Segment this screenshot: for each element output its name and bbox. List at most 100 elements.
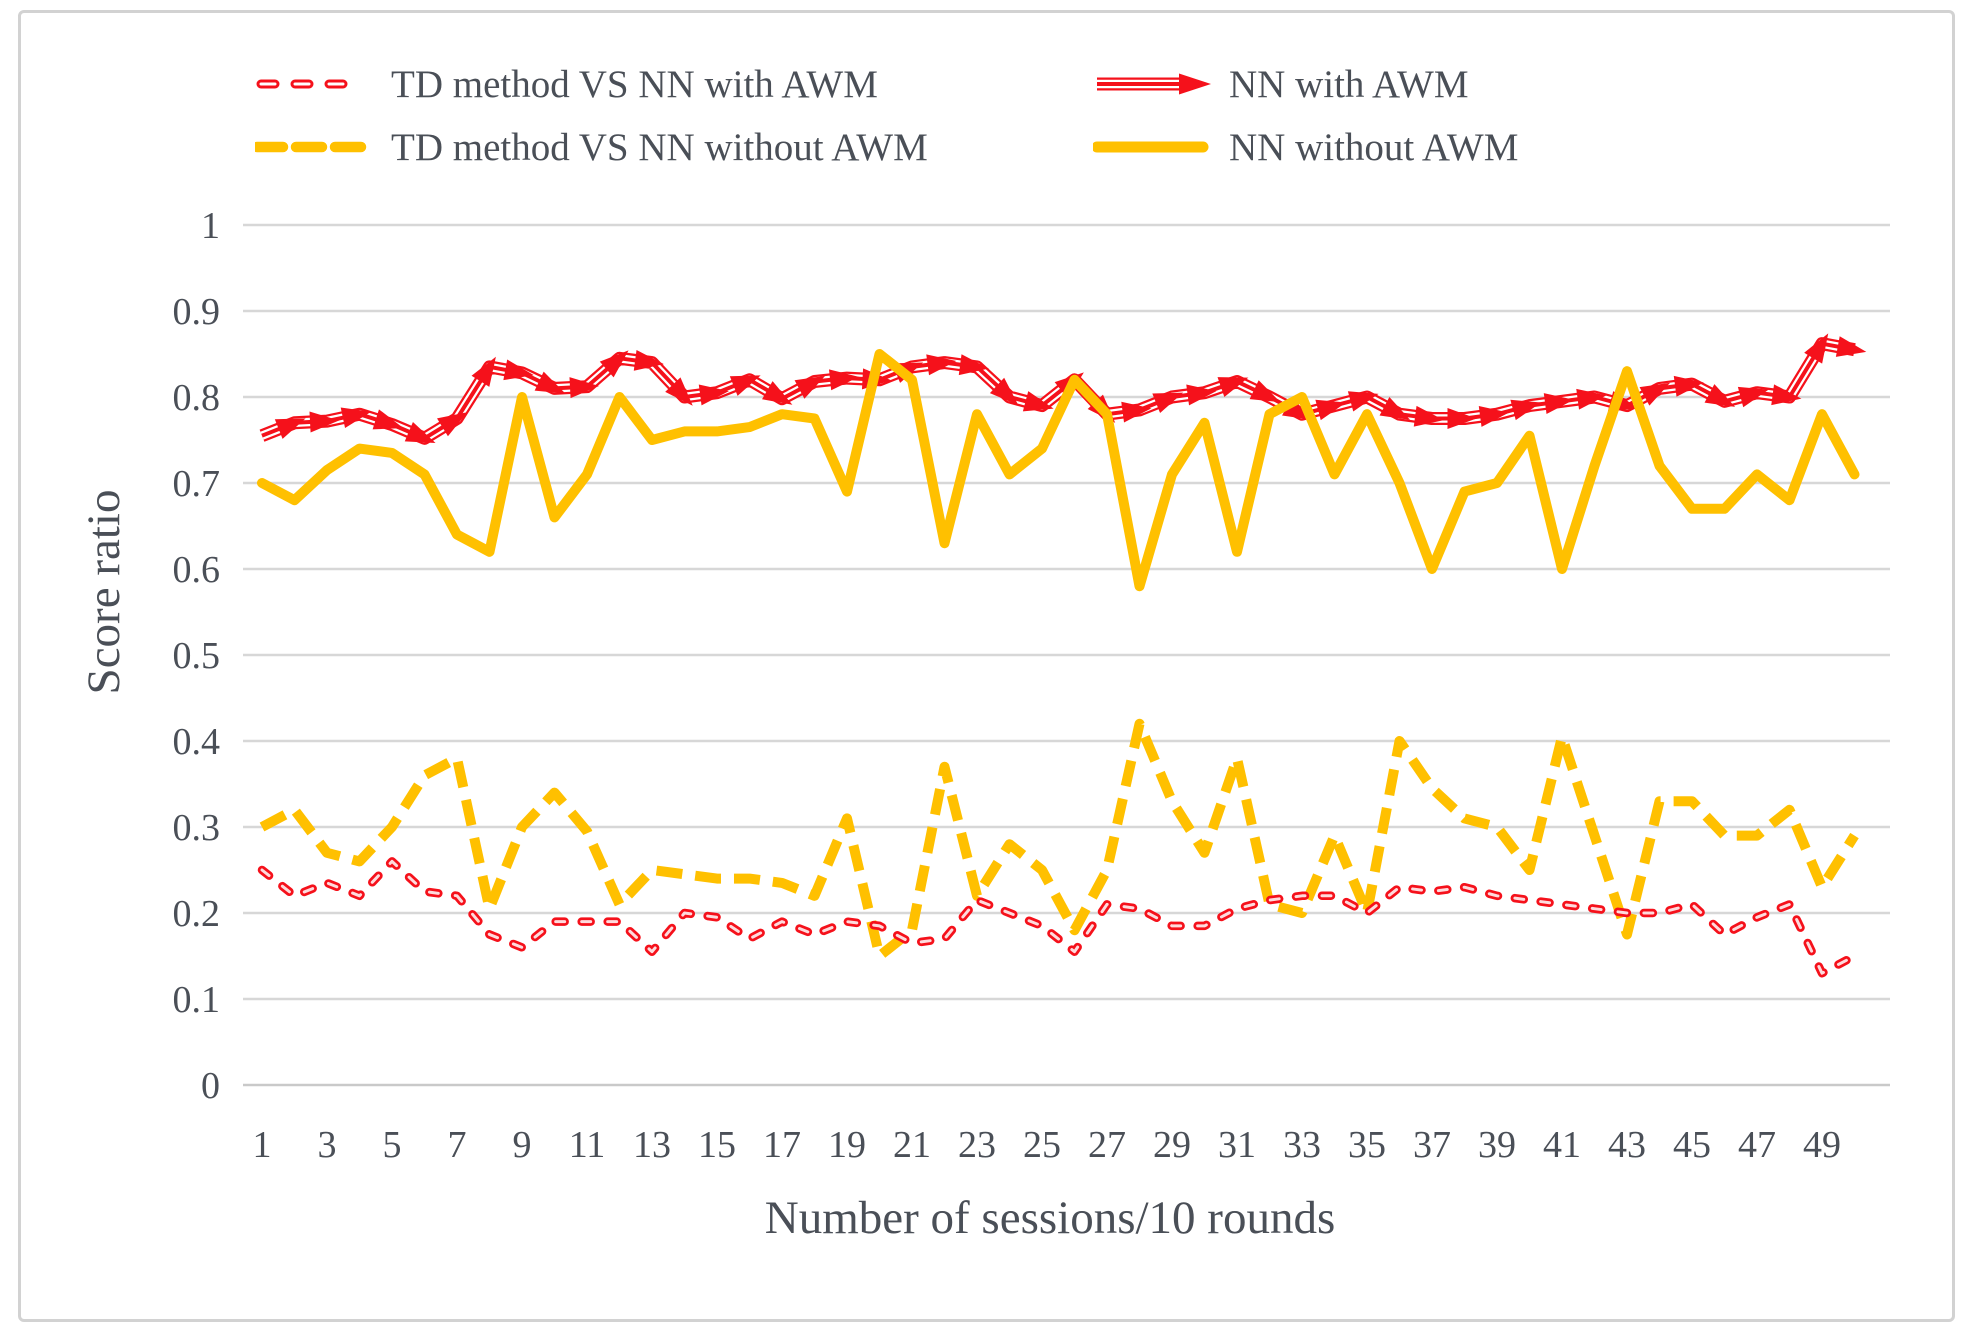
arrow-marker xyxy=(958,354,989,376)
x-tick-label: 29 xyxy=(1153,1124,1191,1166)
arrow-marker xyxy=(309,411,339,433)
legend-swatch-dashed-long xyxy=(255,141,367,153)
x-tick-label: 25 xyxy=(1023,1124,1061,1166)
arrow-marker xyxy=(1121,401,1152,423)
x-tick-label: 3 xyxy=(318,1124,337,1166)
y-tick-label: 0.4 xyxy=(173,721,221,763)
x-tick-label: 9 xyxy=(513,1124,532,1166)
arrow-marker xyxy=(1186,384,1217,406)
arrow-marker xyxy=(569,377,599,399)
x-tick-label: 23 xyxy=(958,1124,996,1166)
arrow-marker xyxy=(1673,375,1704,397)
y-tick-label: 0.5 xyxy=(173,635,221,677)
arrow-marker xyxy=(926,354,957,376)
arrow-marker xyxy=(633,349,664,371)
y-tick-label: 0 xyxy=(201,1065,220,1107)
legend: TD method VS NN with AWM TD method VS NN … xyxy=(0,0,1973,210)
x-tick-label: 37 xyxy=(1413,1124,1451,1166)
legend-item-td-method-vs-nn-without-awm: TD method VS NN without AWM xyxy=(255,121,928,173)
arrow-marker xyxy=(1179,73,1211,95)
series-nn-without-awm xyxy=(257,349,1860,592)
series-td-method-vs-nn-with-awm-inner xyxy=(260,859,1856,975)
arrow-marker xyxy=(1315,399,1347,421)
x-tick-label: 11 xyxy=(569,1124,606,1166)
arrow-marker xyxy=(340,407,372,428)
x-tick-label: 15 xyxy=(698,1124,736,1166)
x-tick-label: 41 xyxy=(1543,1124,1581,1166)
arrow-marker xyxy=(534,371,566,394)
arrow-marker xyxy=(1022,391,1054,412)
arrow-marker xyxy=(1249,380,1281,403)
arrow-marker xyxy=(471,356,496,387)
arrow-marker xyxy=(665,377,693,406)
arrow-marker xyxy=(1543,393,1574,414)
y-tick-label: 0.6 xyxy=(173,549,221,591)
x-tick-label: 17 xyxy=(763,1124,801,1166)
x-tick-label: 7 xyxy=(448,1124,467,1166)
arrow-marker xyxy=(503,359,534,381)
legend-swatch-dashed-short xyxy=(256,79,364,89)
y-tick-label: 0.7 xyxy=(173,463,221,505)
y-axis-title: Score ratio xyxy=(78,489,130,695)
arrow-marker xyxy=(1835,336,1867,357)
x-tick-label: 35 xyxy=(1348,1124,1386,1166)
x-tick-label: 49 xyxy=(1803,1124,1841,1166)
x-tick-label: 45 xyxy=(1673,1124,1711,1166)
arrow-marker xyxy=(1217,377,1249,397)
arrow-marker xyxy=(1413,405,1444,427)
arrow-marker xyxy=(599,350,629,378)
legend-swatch-solid xyxy=(1093,141,1209,153)
y-tick-label: 0.3 xyxy=(173,807,221,849)
x-tick-label: 43 xyxy=(1608,1124,1646,1166)
series-td-method-vs-nn-with-awm xyxy=(257,857,1859,978)
arrow-marker xyxy=(274,418,306,439)
y-tick-label: 0.1 xyxy=(173,979,221,1021)
y-tick-label: 0.8 xyxy=(173,377,221,419)
x-tick-label: 39 xyxy=(1478,1124,1516,1166)
arrow-marker xyxy=(762,381,793,405)
x-tick-label: 21 xyxy=(893,1124,931,1166)
arrow-marker xyxy=(698,384,729,406)
arrow-marker xyxy=(828,369,859,391)
arrow-marker xyxy=(1510,399,1542,421)
series-td-method-vs-nn-without-awm xyxy=(259,718,1859,961)
y-tick-label: 1 xyxy=(201,205,220,247)
legend-swatch-striped-arrow xyxy=(1097,73,1211,95)
x-tick-label: 1 xyxy=(253,1124,272,1166)
arrow-marker xyxy=(1379,396,1411,420)
arrow-marker xyxy=(1704,384,1736,407)
arrow-marker xyxy=(794,375,826,399)
arrow-marker xyxy=(1639,382,1671,406)
legend-label: TD method VS NN without AWM xyxy=(391,125,928,169)
y-tick-label: 0.2 xyxy=(173,893,221,935)
arrow-marker xyxy=(437,412,468,437)
legend-item-nn-with-awm: NN with AWM xyxy=(1093,58,1469,110)
x-tick-label: 13 xyxy=(633,1124,671,1166)
arrow-marker xyxy=(989,377,1019,406)
legend-item-td-method-vs-nn-with-awm: TD method VS NN with AWM xyxy=(255,58,878,110)
arrow-marker xyxy=(1152,392,1184,414)
arrow-marker xyxy=(729,375,761,396)
x-tick-label: 5 xyxy=(383,1124,402,1166)
legend-label: NN with AWM xyxy=(1229,62,1469,106)
y-tick-label: 0.9 xyxy=(173,291,221,333)
x-tick-label: 33 xyxy=(1283,1124,1321,1166)
arrow-marker xyxy=(1737,386,1769,408)
arrow-marker xyxy=(1478,406,1509,427)
arrow-marker xyxy=(1576,388,1607,410)
arrow-marker xyxy=(1447,408,1477,429)
x-tick-label: 31 xyxy=(1218,1124,1256,1166)
legend-label: NN without AWM xyxy=(1229,125,1519,169)
arrow-marker xyxy=(404,421,436,443)
legend-item-nn-without-awm: NN without AWM xyxy=(1093,121,1518,173)
legend-label: TD method VS NN with AWM xyxy=(391,62,878,106)
arrow-marker xyxy=(1804,333,1829,364)
arrow-marker xyxy=(372,409,404,430)
x-tick-label: 27 xyxy=(1088,1124,1126,1166)
x-axis-title: Number of sessions/10 rounds xyxy=(764,1192,1336,1244)
x-tick-label: 19 xyxy=(828,1124,866,1166)
arrow-marker xyxy=(1771,384,1802,406)
x-tick-label: 47 xyxy=(1738,1124,1776,1166)
